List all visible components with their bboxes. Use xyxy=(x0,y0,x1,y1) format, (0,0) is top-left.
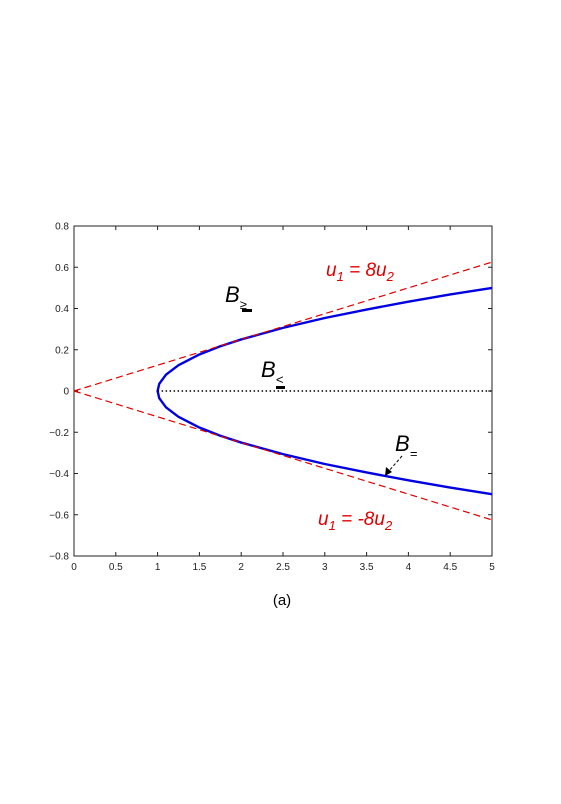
y-tick-label: −0.2 xyxy=(49,428,69,439)
x-tick-label: 3.5 xyxy=(360,562,374,573)
y-tick-label: 0.8 xyxy=(55,222,69,233)
x-tick-label: 0.5 xyxy=(109,562,123,573)
x-tick-label: 5 xyxy=(489,562,495,573)
y-tick-label: −0.6 xyxy=(49,510,69,521)
y-tick-label: 0.6 xyxy=(55,263,69,274)
b-geq-label: B≥ xyxy=(225,282,247,312)
upper-asymptote-series xyxy=(73,261,493,392)
y-tick-label: −0.8 xyxy=(49,552,69,563)
x-tick-label: 1 xyxy=(155,562,161,573)
x-tick-label: 0 xyxy=(71,562,77,573)
b-eq-arrow-head xyxy=(385,467,392,476)
y-tick-label: −0.4 xyxy=(49,469,69,480)
upper-line-label: u1 = 8u2 xyxy=(326,260,395,284)
x-tick-label: 4 xyxy=(406,562,412,573)
b-leq-underbar xyxy=(276,386,285,389)
lower-asymptote-series xyxy=(73,390,493,521)
x-axis: 0 0.5 1 1.5 2 2.5 3 3.5 4 4.5 5 xyxy=(71,226,495,573)
x-tick-label: 4.5 xyxy=(443,562,457,573)
lower-line-label: u1 = -8u2 xyxy=(318,509,393,533)
b-geq-underbar xyxy=(242,309,252,312)
series-layer xyxy=(73,261,493,521)
b-eq-arrow-line xyxy=(387,455,403,473)
y-axis: −0.8 −0.6 −0.4 −0.2 0 0.2 0.4 0.6 0.8 xyxy=(49,222,492,563)
x-tick-label: 2 xyxy=(238,562,244,573)
x-tick-label: 3 xyxy=(322,562,328,573)
x-tick-label: 2.5 xyxy=(276,562,290,573)
figure-caption: (a) xyxy=(273,592,291,609)
y-tick-label: 0 xyxy=(63,387,69,398)
x-tick-label: 1.5 xyxy=(192,562,206,573)
b-eq-label: B= xyxy=(395,431,418,461)
y-tick-label: 0.2 xyxy=(55,345,69,356)
y-tick-label: 0.4 xyxy=(55,304,69,315)
b-leq-label: B< xyxy=(261,357,284,387)
